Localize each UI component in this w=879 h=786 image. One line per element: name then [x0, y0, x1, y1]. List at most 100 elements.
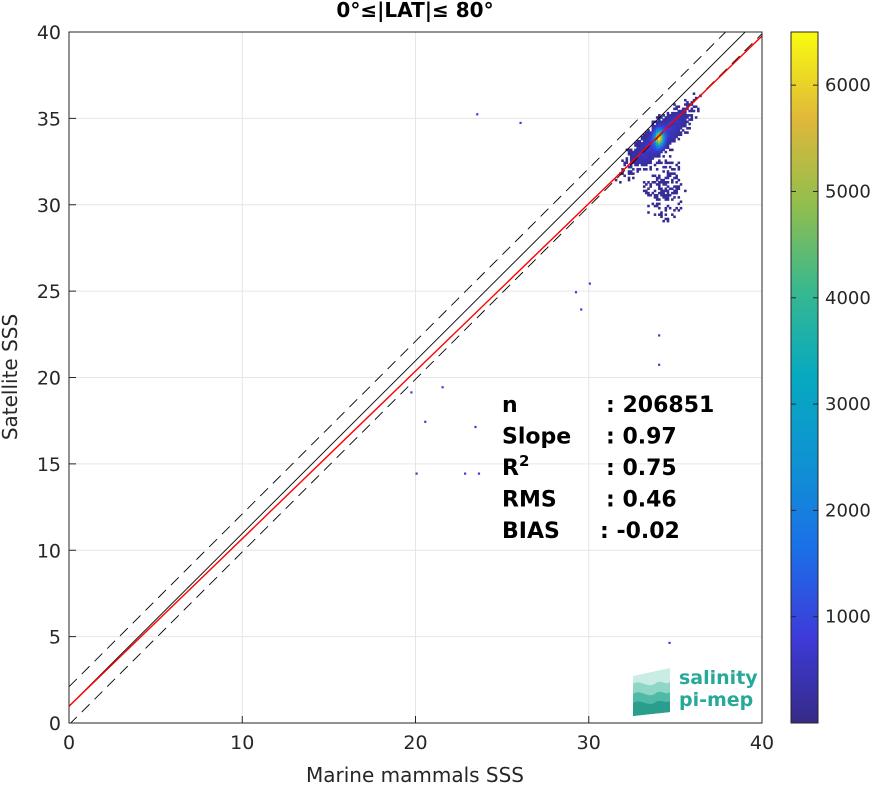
density-cell [662, 135, 665, 139]
density-cell [653, 129, 657, 132]
density-cell [688, 109, 691, 113]
density-cell [634, 155, 637, 158]
density-cell [649, 157, 652, 160]
outlier-point [441, 386, 444, 389]
density-cell [632, 168, 635, 171]
density-cell [655, 198, 659, 201]
density-cell [675, 120, 678, 124]
density-cell [642, 152, 646, 156]
density-cell [647, 146, 650, 150]
density-cell [647, 133, 650, 137]
density-cell [655, 168, 659, 171]
density-cell [638, 157, 642, 160]
density-cell [655, 148, 659, 152]
density-cell [660, 122, 663, 126]
density-cell [668, 124, 672, 128]
density-cell [636, 168, 639, 171]
density-cell [668, 142, 672, 145]
density-cell [662, 137, 665, 141]
density-cell [636, 150, 639, 154]
density-cell [692, 98, 696, 102]
density-cell [632, 161, 635, 165]
density-cell [658, 131, 661, 134]
density-cell [668, 133, 672, 137]
density-cell [627, 176, 631, 180]
y-tick-label: 0 [49, 713, 61, 735]
density-cell [649, 146, 652, 150]
density-cell [660, 187, 663, 191]
density-cell [653, 148, 657, 152]
stat-value: : 0.75 [606, 456, 677, 481]
density-cell [677, 185, 681, 188]
density-cell [642, 161, 646, 165]
density-cell [664, 139, 668, 143]
density-cell [655, 133, 659, 137]
density-cell [660, 133, 663, 137]
density-cell [651, 120, 655, 124]
density-cell [649, 168, 652, 171]
density-cell [632, 155, 635, 158]
density-cell [666, 174, 670, 178]
density-cell [638, 150, 642, 154]
density-cell [632, 152, 635, 156]
density-cell [662, 122, 665, 126]
density-cell [647, 152, 650, 156]
density-cell [651, 129, 655, 132]
density-cell [690, 107, 694, 111]
density-cell [636, 163, 639, 167]
colorbar-tick-label: 4000 [825, 288, 871, 309]
density-cell [688, 127, 691, 130]
density-cell [666, 127, 670, 130]
density-cell [660, 144, 663, 147]
colorbar-ticks: 1000 2000 3000 4000 5000 6000 [791, 75, 871, 628]
density-cell [653, 150, 657, 154]
density-cell [671, 187, 674, 191]
density-cell [651, 152, 655, 156]
density-cell [675, 114, 678, 117]
density-cell [645, 183, 648, 186]
density-cell [642, 163, 646, 167]
density-cell [655, 155, 659, 158]
density-cell [655, 202, 659, 206]
density-cell [666, 196, 670, 199]
density-cell [636, 152, 639, 156]
density-cell [642, 150, 646, 154]
density-cell [677, 122, 681, 126]
density-cell [664, 120, 668, 124]
density-cell [664, 146, 668, 150]
density-cell [666, 176, 670, 180]
density-cell [679, 200, 683, 203]
density-cell [653, 146, 657, 150]
density-cell [621, 168, 624, 171]
density-cell [666, 191, 670, 195]
density-cell [671, 127, 674, 130]
density-cell [684, 120, 687, 124]
density-cell [658, 150, 661, 154]
density-cell [658, 135, 661, 139]
density-cell [653, 144, 657, 147]
density-cell [675, 206, 678, 210]
density-cell [660, 137, 663, 141]
density-cell [673, 168, 676, 171]
density-cell [679, 114, 683, 117]
density-cell [690, 101, 694, 104]
density-cell [658, 129, 661, 132]
density-cell [688, 103, 691, 106]
density-cell [658, 124, 661, 128]
density-cell [662, 127, 665, 130]
density-cell [658, 142, 661, 145]
density-cell [666, 161, 670, 165]
density-cell [632, 157, 635, 160]
density-cell [638, 144, 642, 147]
density-cell [673, 139, 676, 143]
density-cell [649, 152, 652, 156]
density-cell [668, 187, 672, 191]
density-cell [666, 118, 670, 121]
density-cell [690, 114, 694, 117]
density-cell [673, 124, 676, 128]
x-tick-label: 20 [403, 732, 427, 754]
density-cell [671, 148, 674, 152]
density-cell [675, 180, 678, 184]
density-cell [660, 178, 663, 182]
